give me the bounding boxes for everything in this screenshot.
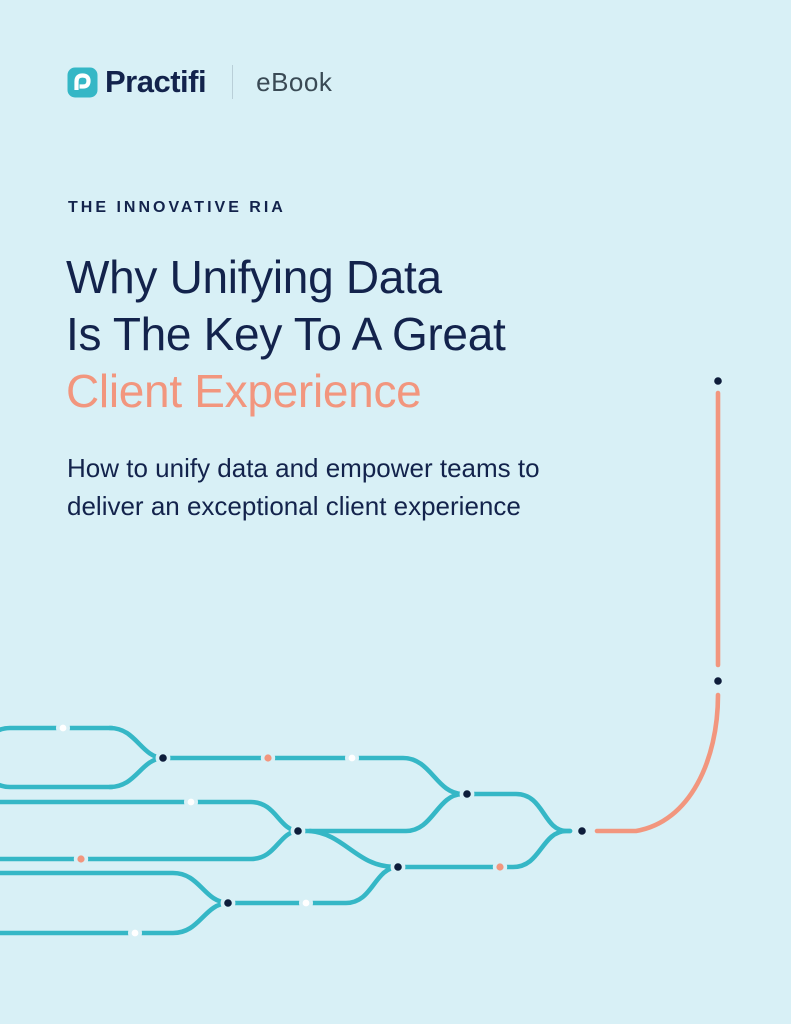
title-line-3-accent: Client Experience bbox=[66, 365, 422, 417]
page-subtitle: How to unify data and empower teams to d… bbox=[67, 449, 540, 525]
practifi-logo: Practifi bbox=[67, 64, 207, 100]
teal-track-lines bbox=[0, 725, 573, 936]
ebook-label: eBook bbox=[256, 66, 333, 97]
white-station-dots bbox=[55, 720, 359, 940]
title-line-1: Why Unifying Data bbox=[66, 251, 442, 303]
title-line-2: Is The Key To A Great bbox=[66, 308, 506, 360]
salmon-track-line bbox=[594, 390, 721, 834]
brand-header: Practifi eBook bbox=[67, 64, 332, 100]
subtitle-line-1: How to unify data and empower teams to bbox=[67, 453, 540, 483]
salmon-station-dots bbox=[73, 750, 508, 875]
practifi-logo-icon bbox=[67, 67, 98, 97]
logo-swirl-glyph bbox=[74, 72, 91, 90]
subtitle-line-2: deliver an exceptional client experience bbox=[67, 491, 521, 521]
header-divider bbox=[232, 65, 234, 99]
navy-junction-dots bbox=[155, 373, 726, 911]
practifi-wordmark: Practifi bbox=[105, 64, 207, 99]
eyebrow: THE INNOVATIVE RIA bbox=[68, 199, 286, 216]
page-title: Why Unifying Data Is The Key To A Great … bbox=[66, 249, 506, 420]
